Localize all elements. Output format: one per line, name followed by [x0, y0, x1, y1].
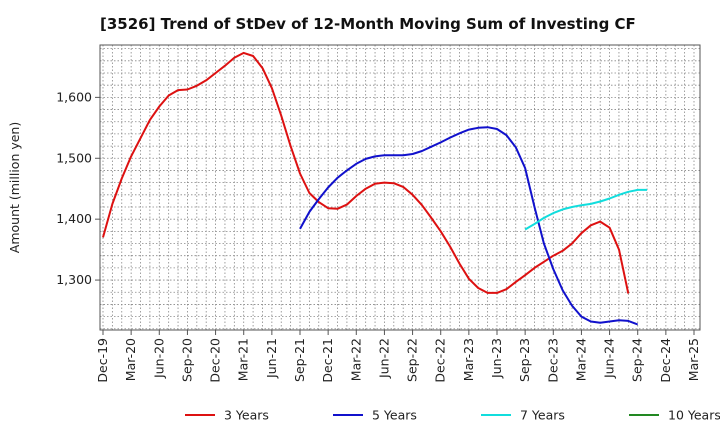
y-tick-label: 1,500 [56, 150, 92, 165]
x-tick-label: Dec-22 [433, 338, 448, 383]
x-tick-label: Sep-21 [292, 338, 307, 382]
x-tick-label: Sep-23 [517, 338, 532, 382]
plot-area [100, 45, 700, 330]
legend: 3 Years 5 Years 7 Years 10 Years [185, 408, 720, 423]
x-tick-label: Jun-20 [151, 338, 166, 379]
y-tick-label: 1,600 [56, 89, 92, 104]
legend-label: 10 Years [668, 408, 720, 423]
chart-title: [3526] Trend of StDev of 12-Month Moving… [100, 15, 636, 33]
y-axis-title: Amount (million yen) [7, 122, 22, 253]
x-tick-label: Dec-21 [320, 338, 335, 383]
x-tick-label: Mar-22 [348, 338, 363, 381]
x-tick-label: Mar-23 [461, 338, 476, 381]
series-line-3-years [102, 51, 630, 294]
x-tick-label: Sep-24 [630, 338, 645, 382]
plot-frame [99, 44, 701, 331]
x-tick-label: Dec-19 [95, 338, 110, 383]
y-tick-label: 1,400 [56, 211, 92, 226]
legend-label: 3 Years [224, 408, 269, 423]
legend-label: 5 Years [372, 408, 417, 423]
series-line-7-years [524, 188, 648, 231]
x-tick-label: Dec-23 [545, 338, 560, 383]
x-tick-label: Mar-21 [236, 338, 251, 381]
x-tick-label: Sep-20 [179, 338, 194, 382]
x-tick-label: Dec-24 [658, 338, 673, 383]
x-tick-label: Mar-24 [573, 338, 588, 381]
x-tick-label: Mar-25 [686, 338, 701, 381]
series [102, 51, 648, 326]
axes: 1,300 1,400 1,500 1,600 Dec-19 Mar-20 Jun-20 Se… [7, 44, 701, 383]
x-tick-label: Dec-20 [208, 338, 223, 383]
x-tick-label: Sep-22 [405, 338, 420, 382]
x-tick-label: Jun-24 [602, 338, 617, 379]
x-tick-label: Mar-20 [123, 338, 138, 381]
x-tick-label: Jun-21 [264, 338, 279, 379]
legend-label: 7 Years [520, 408, 565, 423]
x-tick-label: Jun-22 [376, 338, 391, 379]
x-tick-label: Jun-23 [489, 338, 504, 379]
y-tick-label: 1,300 [56, 272, 92, 287]
series-line-5-years [299, 126, 639, 326]
